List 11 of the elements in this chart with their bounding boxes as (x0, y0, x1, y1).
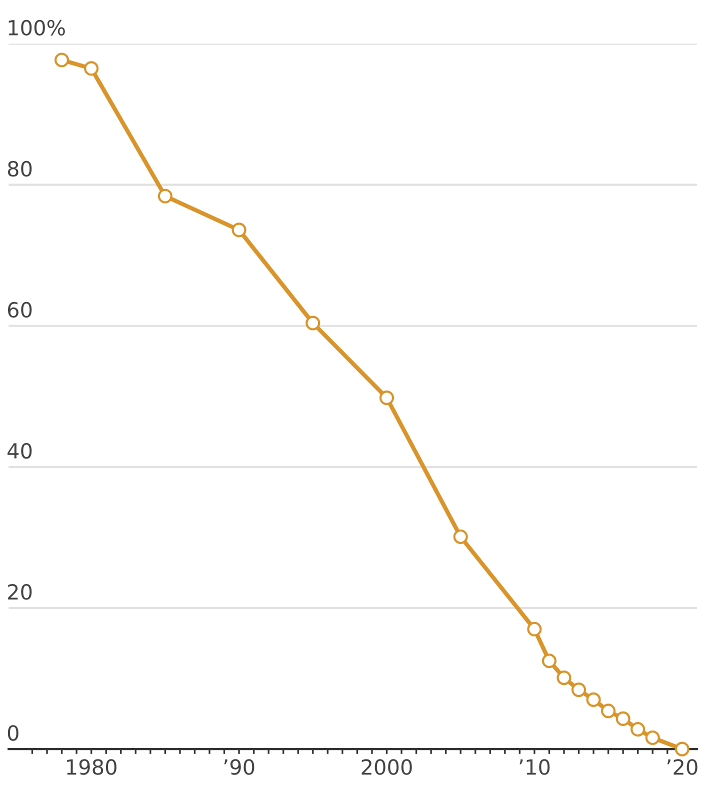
x-tick-label: 1980 (67, 759, 116, 775)
y-tick-label: 80 (8, 160, 32, 177)
x-tick-label: 2000 (362, 759, 412, 775)
y-tick-label: 60 (8, 302, 32, 318)
y-tick-label: 20 (8, 584, 32, 600)
y-tick-label: 0 (8, 725, 18, 741)
y-tick-label: 40 (8, 442, 32, 459)
x-tick-label: ’10 (520, 759, 550, 775)
x-tick-label: ’90 (224, 759, 254, 775)
y-tick-label: 100% (8, 20, 65, 36)
x-tick-label: ’20 (667, 759, 698, 775)
